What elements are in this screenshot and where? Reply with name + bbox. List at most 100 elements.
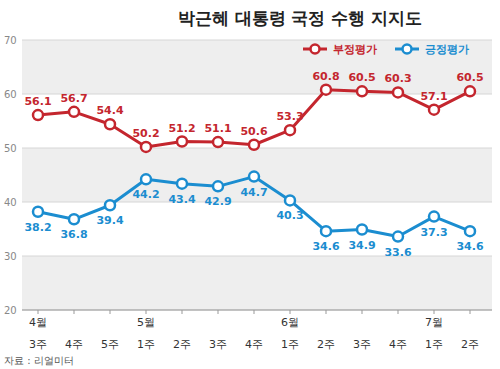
x-tick-label: 4주 <box>65 338 83 351</box>
data-label: 34.6 <box>312 240 339 253</box>
month-label: 6월 <box>281 316 299 329</box>
x-tick-label: 4주 <box>245 338 263 351</box>
x-tick <box>74 310 75 314</box>
y-tick-label: 20 <box>4 305 17 316</box>
series-marker <box>177 137 187 147</box>
grid-band <box>22 148 492 202</box>
series-marker <box>249 172 259 182</box>
data-label: 38.2 <box>24 221 51 234</box>
y-tick-label: 30 <box>4 251 17 262</box>
legend-marker <box>311 45 320 54</box>
x-tick <box>146 310 147 314</box>
series-marker <box>141 174 151 184</box>
data-label: 44.2 <box>132 188 159 201</box>
series-line <box>38 177 470 237</box>
series-marker <box>213 181 223 191</box>
x-tick <box>290 310 291 314</box>
data-label: 37.3 <box>420 226 447 239</box>
series-marker <box>321 226 331 236</box>
series-marker <box>33 207 43 217</box>
y-tick-label: 50 <box>4 143 17 154</box>
data-label: 42.9 <box>204 195 231 208</box>
series-marker <box>465 226 475 236</box>
series-marker <box>357 86 367 96</box>
data-label: 60.8 <box>312 70 339 83</box>
data-label: 50.2 <box>132 127 159 140</box>
data-label: 50.6 <box>240 125 267 138</box>
y-tick-label: 60 <box>4 89 17 100</box>
series-marker <box>105 200 115 210</box>
x-tick <box>218 310 219 314</box>
grid-line <box>22 310 492 311</box>
grid-band <box>22 256 492 310</box>
data-label: 56.7 <box>60 92 87 105</box>
x-tick <box>38 310 39 314</box>
x-tick <box>182 310 183 314</box>
x-tick-label: 1주 <box>425 338 443 351</box>
series-marker <box>69 107 79 117</box>
data-label: 54.4 <box>96 104 123 117</box>
legend-label: 부정평가 <box>333 43 377 56</box>
y-tick-label: 70 <box>4 35 17 46</box>
data-label: 60.5 <box>456 71 483 84</box>
data-label: 43.4 <box>168 193 195 206</box>
x-tick <box>470 310 471 314</box>
series-marker <box>69 214 79 224</box>
legend-item: 부정평가 <box>303 43 377 56</box>
plot-area <box>33 85 475 242</box>
legend-item: 긍정평가 <box>395 43 469 56</box>
x-tick-label: 1주 <box>281 338 299 351</box>
x-tick <box>110 310 111 314</box>
data-label: 34.6 <box>456 240 483 253</box>
x-tick <box>326 310 327 314</box>
x-tick-label: 3주 <box>353 338 371 351</box>
x-tick-label: 4주 <box>389 338 407 351</box>
data-label: 60.3 <box>384 72 411 85</box>
data-label: 40.3 <box>276 209 303 222</box>
month-label: 4월 <box>29 316 47 329</box>
chart-svg: 2030405060703주4월4주5주1주5월2주3주4주1주6월2주3주4주… <box>0 0 500 369</box>
series-marker <box>249 140 259 150</box>
series-marker <box>141 142 151 152</box>
data-label: 34.9 <box>348 239 375 252</box>
series-marker <box>357 225 367 235</box>
data-label: 57.1 <box>420 90 447 103</box>
data-label: 51.1 <box>204 122 231 135</box>
series-marker <box>465 86 475 96</box>
grid-band <box>22 40 492 94</box>
series-marker <box>33 110 43 120</box>
series-marker <box>177 179 187 189</box>
chart-title: 박근혜 대통령 국정 수행 지지도 <box>178 8 423 28</box>
x-tick <box>398 310 399 314</box>
grid-line <box>22 256 492 257</box>
series-marker <box>393 232 403 242</box>
series-marker <box>429 212 439 222</box>
data-label: 60.5 <box>348 71 375 84</box>
legend-marker <box>403 45 412 54</box>
series-marker <box>213 137 223 147</box>
series-marker <box>105 119 115 129</box>
series-marker <box>321 85 331 95</box>
x-tick-label: 3주 <box>29 338 47 351</box>
data-label: 44.7 <box>240 186 267 199</box>
series-marker <box>285 125 295 135</box>
x-tick-label: 1주 <box>137 338 155 351</box>
data-label: 36.8 <box>60 228 87 241</box>
series-marker <box>429 105 439 115</box>
data-label: 33.6 <box>384 246 411 259</box>
x-tick-label: 2주 <box>317 338 335 351</box>
grid-line <box>22 40 492 41</box>
data-label: 39.4 <box>96 214 123 227</box>
x-tick <box>362 310 363 314</box>
series-marker <box>285 195 295 205</box>
grid-line <box>22 202 492 203</box>
x-tick-label: 2주 <box>461 338 479 351</box>
chart-container: 2030405060703주4월4주5주1주5월2주3주4주1주6월2주3주4주… <box>0 0 500 369</box>
x-axis-line <box>22 310 492 311</box>
x-tick <box>254 310 255 314</box>
series-line <box>38 90 470 147</box>
x-tick <box>434 310 435 314</box>
legend-label: 긍정평가 <box>425 43 469 56</box>
data-label: 53.3 <box>276 110 303 123</box>
x-tick-label: 3주 <box>209 338 227 351</box>
